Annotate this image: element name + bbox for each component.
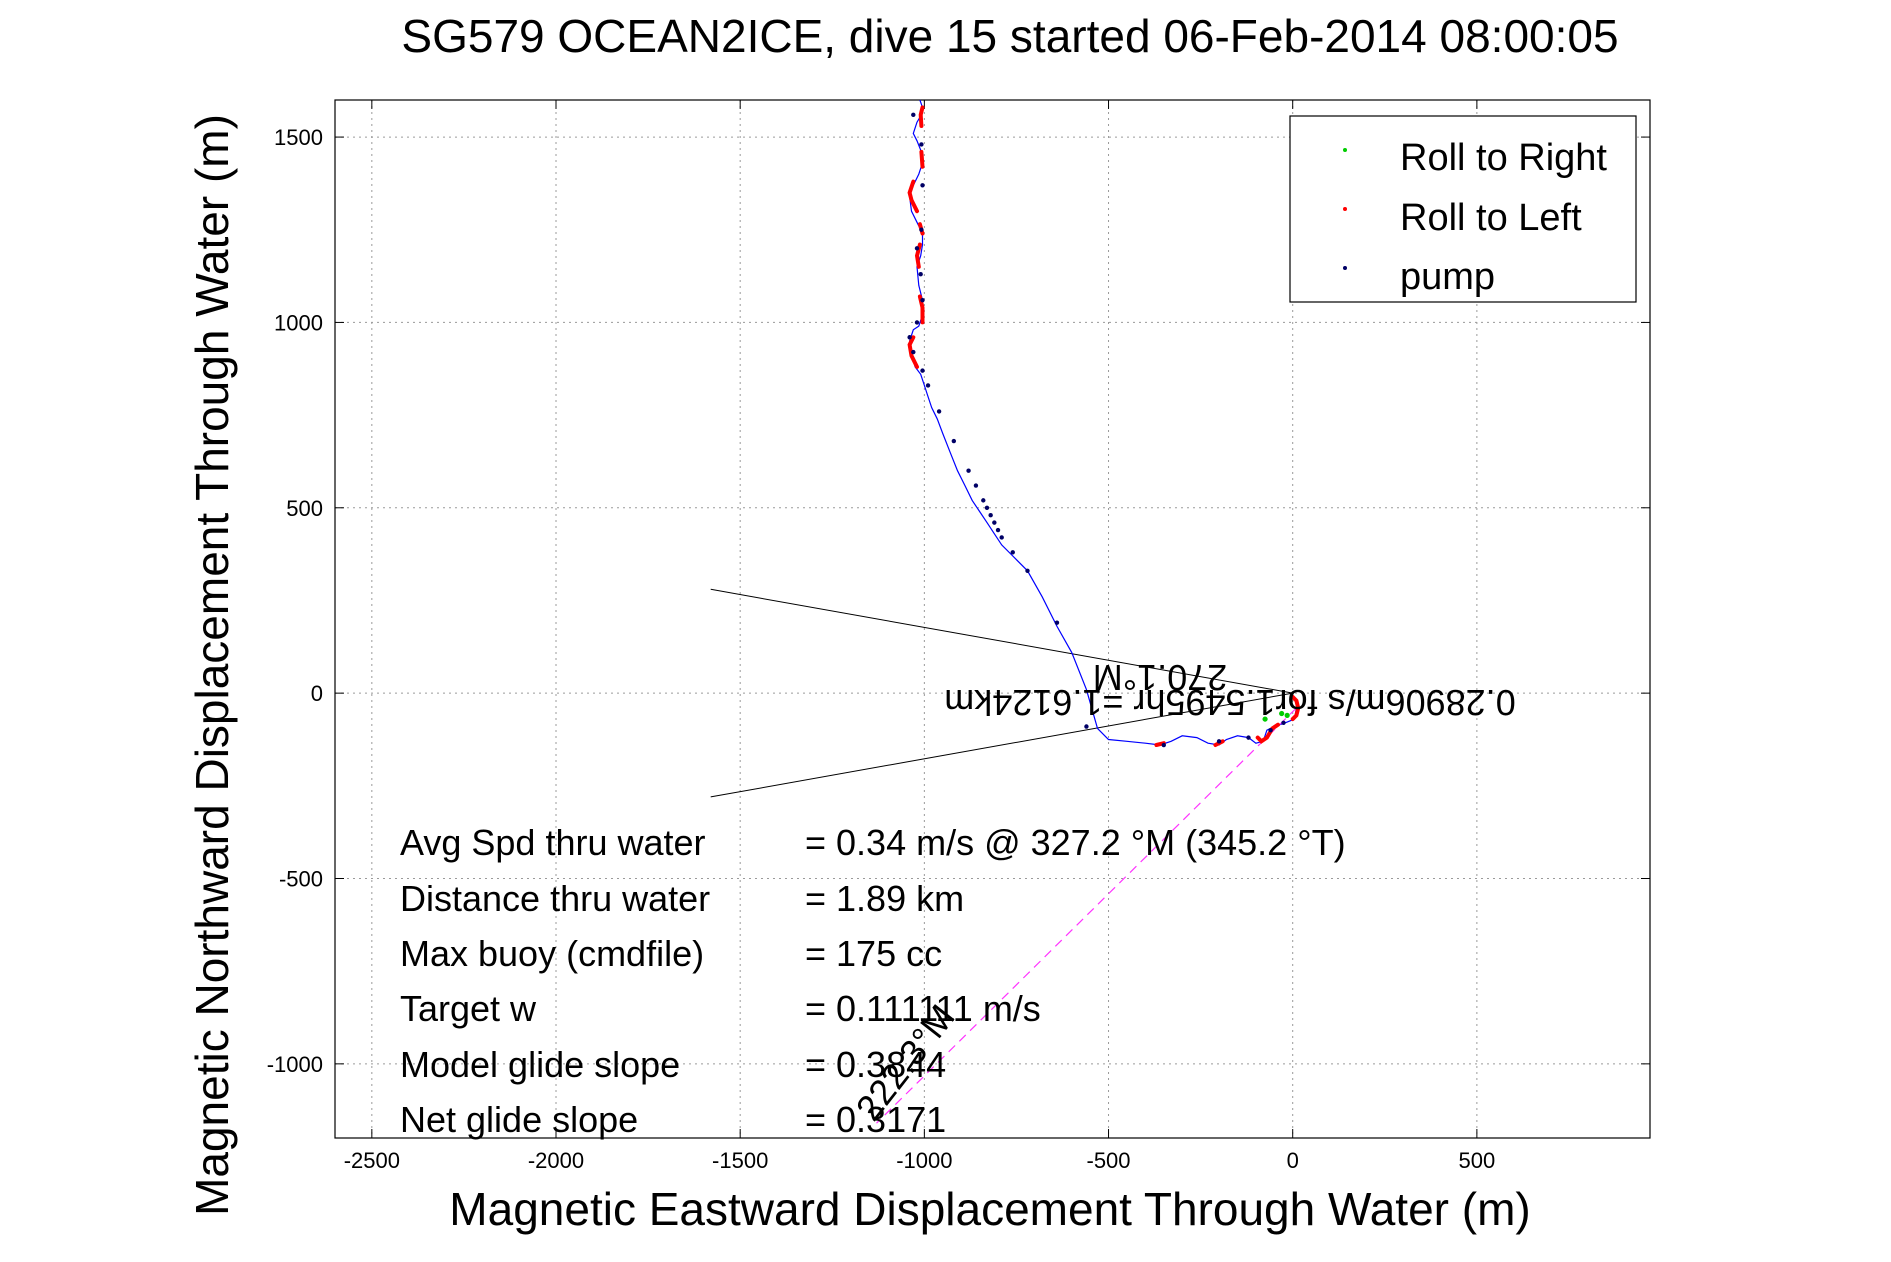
x-axis-label: Magnetic Eastward Displacement Through W… xyxy=(449,1183,1530,1235)
pump-point xyxy=(1054,620,1060,625)
y-tick-label: 0 xyxy=(311,681,323,706)
legend-marker-roll-right xyxy=(1343,148,1347,152)
stat-label: Model glide slope xyxy=(400,1044,680,1085)
grid xyxy=(335,100,1650,1138)
heading-annotation: 270.1°M xyxy=(1093,657,1227,698)
pump-point xyxy=(918,272,923,277)
x-tick-label: -1000 xyxy=(896,1148,952,1173)
x-tick-label: -500 xyxy=(1087,1148,1131,1173)
stat-value: = 175 cc xyxy=(805,933,942,974)
roll-left-segment xyxy=(1290,694,1301,722)
pump-point xyxy=(981,498,986,503)
pump-point xyxy=(1025,568,1030,574)
stat-value: = 0.3171 xyxy=(805,1099,946,1140)
stat-label: Net glide slope xyxy=(400,1099,638,1140)
x-tick-label: -1500 xyxy=(712,1148,768,1173)
pump-point xyxy=(1281,720,1286,725)
pump-point xyxy=(919,142,924,147)
pump-point xyxy=(911,349,916,355)
roll-left-segment xyxy=(919,149,925,169)
pump-point xyxy=(995,527,1001,533)
chart-title: SG579 OCEAN2ICE, dive 15 started 06-Feb-… xyxy=(401,10,1618,62)
stat-label: Max buoy (cmdfile) xyxy=(400,933,704,974)
roll-right-point xyxy=(1284,712,1290,718)
roll-left-segment xyxy=(918,105,925,128)
y-axis-label: Magnetic Northward Displacement Through … xyxy=(186,114,238,1216)
pump-point xyxy=(973,483,979,488)
pump-point xyxy=(925,383,931,388)
pump-point xyxy=(966,468,971,473)
x-tick-label: 500 xyxy=(1459,1148,1496,1173)
pump-point xyxy=(920,183,925,188)
ticks: -2500 -2000 -1500 -1000 -500 0 500 -1000 -500 0 50… xyxy=(267,100,1650,1173)
pump-point xyxy=(920,297,925,303)
roll-right-point xyxy=(1279,710,1285,717)
pump-point xyxy=(1216,739,1222,744)
roll-left-segment xyxy=(907,179,919,214)
pump-point xyxy=(1010,550,1015,555)
pump-point xyxy=(1246,735,1251,740)
speed-annotation: 0.28906m/s for1.5495hr =1.6124km xyxy=(944,682,1515,723)
pump-point xyxy=(919,227,924,232)
pump-point xyxy=(907,335,912,340)
y-tick-label: 500 xyxy=(286,496,323,521)
legend-label-roll-left: Roll to Left xyxy=(1400,197,1582,239)
pump-point xyxy=(951,438,957,444)
legend-marker-pump xyxy=(1343,266,1347,270)
stats-block: Avg Spd thru water = 0.34 m/s @ 327.2 °M… xyxy=(400,822,1346,1140)
legend-box xyxy=(1289,115,1637,303)
y-tick-label: 1000 xyxy=(274,310,323,335)
legend: Roll to Right Roll to Left pump xyxy=(1289,115,1637,303)
plot-area xyxy=(334,99,1651,1139)
stat-label: Avg Spd thru water xyxy=(400,822,706,863)
pump-point xyxy=(988,513,993,518)
pump-point xyxy=(920,368,925,373)
stat-value: = 0.34 m/s @ 327.2 °M (345.2 °T) xyxy=(805,822,1346,863)
heading-wedge xyxy=(710,588,1293,798)
y-tick-label: -1000 xyxy=(267,1052,323,1077)
roll-left-segment xyxy=(907,335,919,369)
pump-point xyxy=(1161,742,1166,748)
legend-marker-roll-left xyxy=(1343,207,1347,211)
x-tick-label: 0 xyxy=(1287,1148,1299,1173)
stat-label: Target w xyxy=(400,988,537,1029)
pump-point xyxy=(914,246,920,251)
pump-point xyxy=(914,320,920,325)
y-tick-label: -500 xyxy=(279,867,323,892)
pump-point xyxy=(999,535,1004,540)
pump-point xyxy=(1268,728,1273,733)
stat-value: = 0.111111 m/s xyxy=(805,988,1041,1029)
legend-label-roll-right: Roll to Right xyxy=(1400,137,1607,179)
legend-label-pump: pump xyxy=(1400,256,1495,298)
pump-point xyxy=(1084,724,1089,729)
pump-point xyxy=(911,112,916,118)
pump-point xyxy=(992,520,997,525)
stat-value: = 0.3844 xyxy=(805,1044,946,1085)
dive-heading-line xyxy=(876,707,1297,1124)
stat-label: Distance thru water xyxy=(400,878,710,919)
roll-left-segment xyxy=(1255,722,1280,744)
data-layer xyxy=(710,99,1301,1124)
y-tick-label: 1500 xyxy=(274,125,323,150)
pump-point xyxy=(936,409,942,414)
x-tick-label: -2000 xyxy=(528,1148,584,1173)
roll-right-point xyxy=(1262,716,1268,722)
stat-value: = 1.89 km xyxy=(805,878,964,919)
x-tick-label: -2500 xyxy=(344,1148,400,1173)
pump-point xyxy=(984,505,990,510)
